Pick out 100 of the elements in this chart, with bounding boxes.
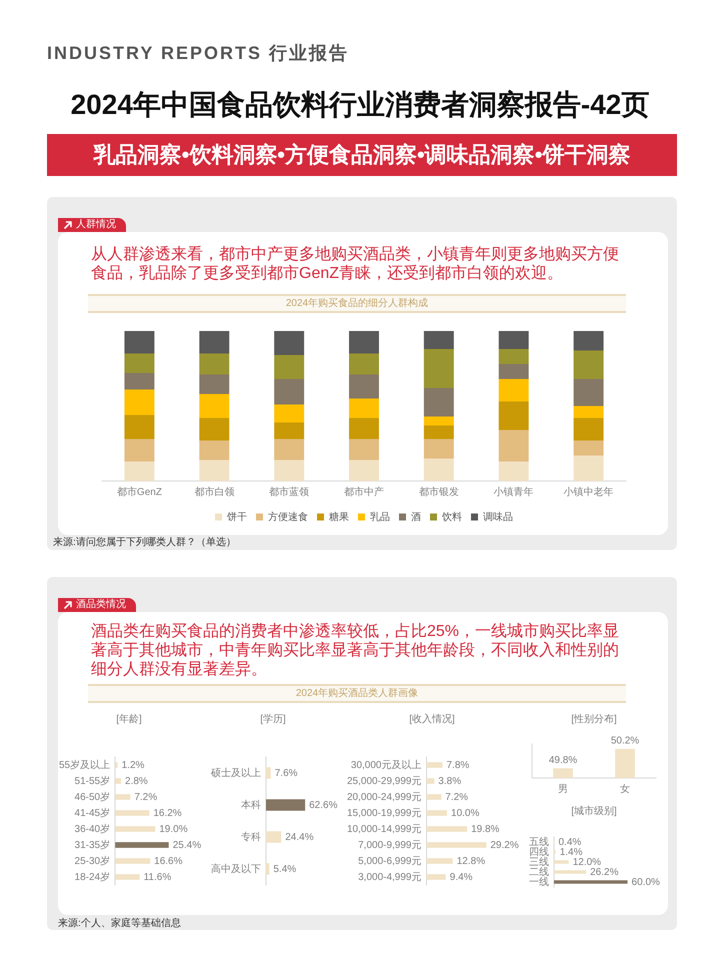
bar xyxy=(426,858,453,864)
bar xyxy=(426,810,447,816)
bar xyxy=(124,462,154,481)
data-label: 7.2% xyxy=(134,792,158,803)
bar xyxy=(124,415,154,439)
data-label: 2.8% xyxy=(125,776,148,787)
bar xyxy=(199,394,230,418)
bar xyxy=(274,460,304,481)
y-tick-label: 41-45岁 xyxy=(74,806,110,819)
x-tick-label: 都市银发 xyxy=(418,486,459,498)
legend-label: 饮料 xyxy=(441,510,462,523)
bar xyxy=(124,439,154,462)
bar xyxy=(424,458,454,481)
y-tick-label: 一线 xyxy=(529,876,549,888)
x-tick-label: 都市白领 xyxy=(194,486,234,498)
bar xyxy=(115,778,122,784)
y-tick-label: 25-30岁 xyxy=(74,854,110,867)
bar xyxy=(498,331,529,349)
bar xyxy=(574,379,604,406)
data-label: 19.0% xyxy=(159,824,188,835)
y-tick-label: 20,000-24,999元 xyxy=(346,792,422,803)
data-label: 19.8% xyxy=(471,824,500,835)
bar xyxy=(115,794,130,800)
bar xyxy=(199,331,230,354)
data-label: 3.8% xyxy=(438,776,462,787)
y-tick-label: 3,000-4,999元 xyxy=(358,872,422,883)
bar xyxy=(274,422,304,439)
bar xyxy=(574,350,604,379)
bar xyxy=(498,349,529,364)
y-tick-label: 二线 xyxy=(529,866,549,878)
bar xyxy=(199,418,230,440)
bar xyxy=(124,390,154,415)
chart-title: [收入情况] xyxy=(408,714,456,726)
bar xyxy=(124,373,154,390)
x-tick-label: 都市中产 xyxy=(344,486,384,498)
y-tick-label: 7,000-9,999元 xyxy=(358,840,422,851)
bar xyxy=(424,426,454,439)
bar xyxy=(498,402,529,430)
bar xyxy=(274,404,304,422)
legend-label: 饼干 xyxy=(226,510,247,523)
y-tick-label: 三线 xyxy=(529,856,549,868)
data-label: 1.4% xyxy=(560,846,583,858)
bar xyxy=(115,826,156,832)
bar xyxy=(498,379,529,402)
x-tick-label: 女 xyxy=(620,782,630,795)
data-label: 10.0% xyxy=(451,808,480,819)
y-tick-label: 31-35岁 xyxy=(74,838,110,851)
y-tick-label: 51-55岁 xyxy=(74,774,110,787)
legend-label: 方便速食 xyxy=(268,510,308,523)
bar xyxy=(274,355,304,379)
bar xyxy=(349,460,379,481)
bar xyxy=(498,462,529,481)
bar xyxy=(424,349,454,388)
text: 酒品类在购买食品的消费者中渗透率较低，占比25%，一线城市购买比率显著高于其他城市，中青年购买比率显著高于其他年龄段，不同收入和性别的细分人群没有显著差异。 xyxy=(91,622,620,679)
text: 人群情况 xyxy=(76,218,116,232)
bar xyxy=(124,331,154,354)
y-tick-label: 高中及以下 xyxy=(211,862,261,875)
y-tick-label: 15,000-19,999元 xyxy=(346,808,422,819)
bar xyxy=(349,398,379,418)
y-tick-label: 46-50岁 xyxy=(74,790,110,803)
y-tick-label: 本科 xyxy=(241,798,261,811)
bar xyxy=(115,842,169,848)
bar xyxy=(349,354,379,374)
bar xyxy=(426,874,446,880)
data-label: 60.0% xyxy=(632,876,660,888)
bar xyxy=(426,778,434,784)
y-tick-label: 25,000-29,999元 xyxy=(346,776,422,787)
bar xyxy=(554,860,569,864)
bar xyxy=(424,331,454,349)
y-tick-label: 10,000-14,999元 xyxy=(346,824,422,835)
data-label: 16.2% xyxy=(153,808,182,819)
legend-label: 酒 xyxy=(411,510,421,523)
y-tick-label: 5,000-6,999元 xyxy=(358,856,422,867)
text: 乳品洞察•饮料洞察•方便食品洞察•调味品洞察•饼干洞察 xyxy=(47,134,677,176)
bar xyxy=(199,374,230,394)
bar xyxy=(349,418,379,439)
bar xyxy=(199,354,230,374)
bar xyxy=(124,354,154,373)
data-label: 12.8% xyxy=(456,856,486,867)
bar xyxy=(574,418,604,440)
x-tick-label: 小镇中老年 xyxy=(564,486,614,498)
x-tick-label: 都市蓝领 xyxy=(269,486,310,498)
source-note: 来源:请问您属于下列哪类人群？（单选） xyxy=(53,537,236,549)
data-label: 9.4% xyxy=(450,872,473,883)
bar xyxy=(349,331,379,354)
data-label: 26.2% xyxy=(590,866,619,878)
data-label: 5.4% xyxy=(273,864,296,875)
bar xyxy=(424,439,454,458)
data-label: 29.2% xyxy=(490,840,519,851)
bar xyxy=(266,799,306,811)
bar xyxy=(199,440,230,460)
y-tick-label: 五线 xyxy=(529,836,549,848)
text: 2024年中国食品饮料行业消费者洞察报告-42页 xyxy=(70,88,650,122)
data-label: 0.4% xyxy=(558,836,582,848)
data-label: 25.4% xyxy=(172,840,202,851)
data-label: 50.2% xyxy=(610,736,640,747)
legend-label: 糖果 xyxy=(329,510,349,523)
bar xyxy=(115,810,150,816)
y-tick-label: 18-24岁 xyxy=(74,870,110,883)
legend-label: 乳品 xyxy=(370,510,390,523)
